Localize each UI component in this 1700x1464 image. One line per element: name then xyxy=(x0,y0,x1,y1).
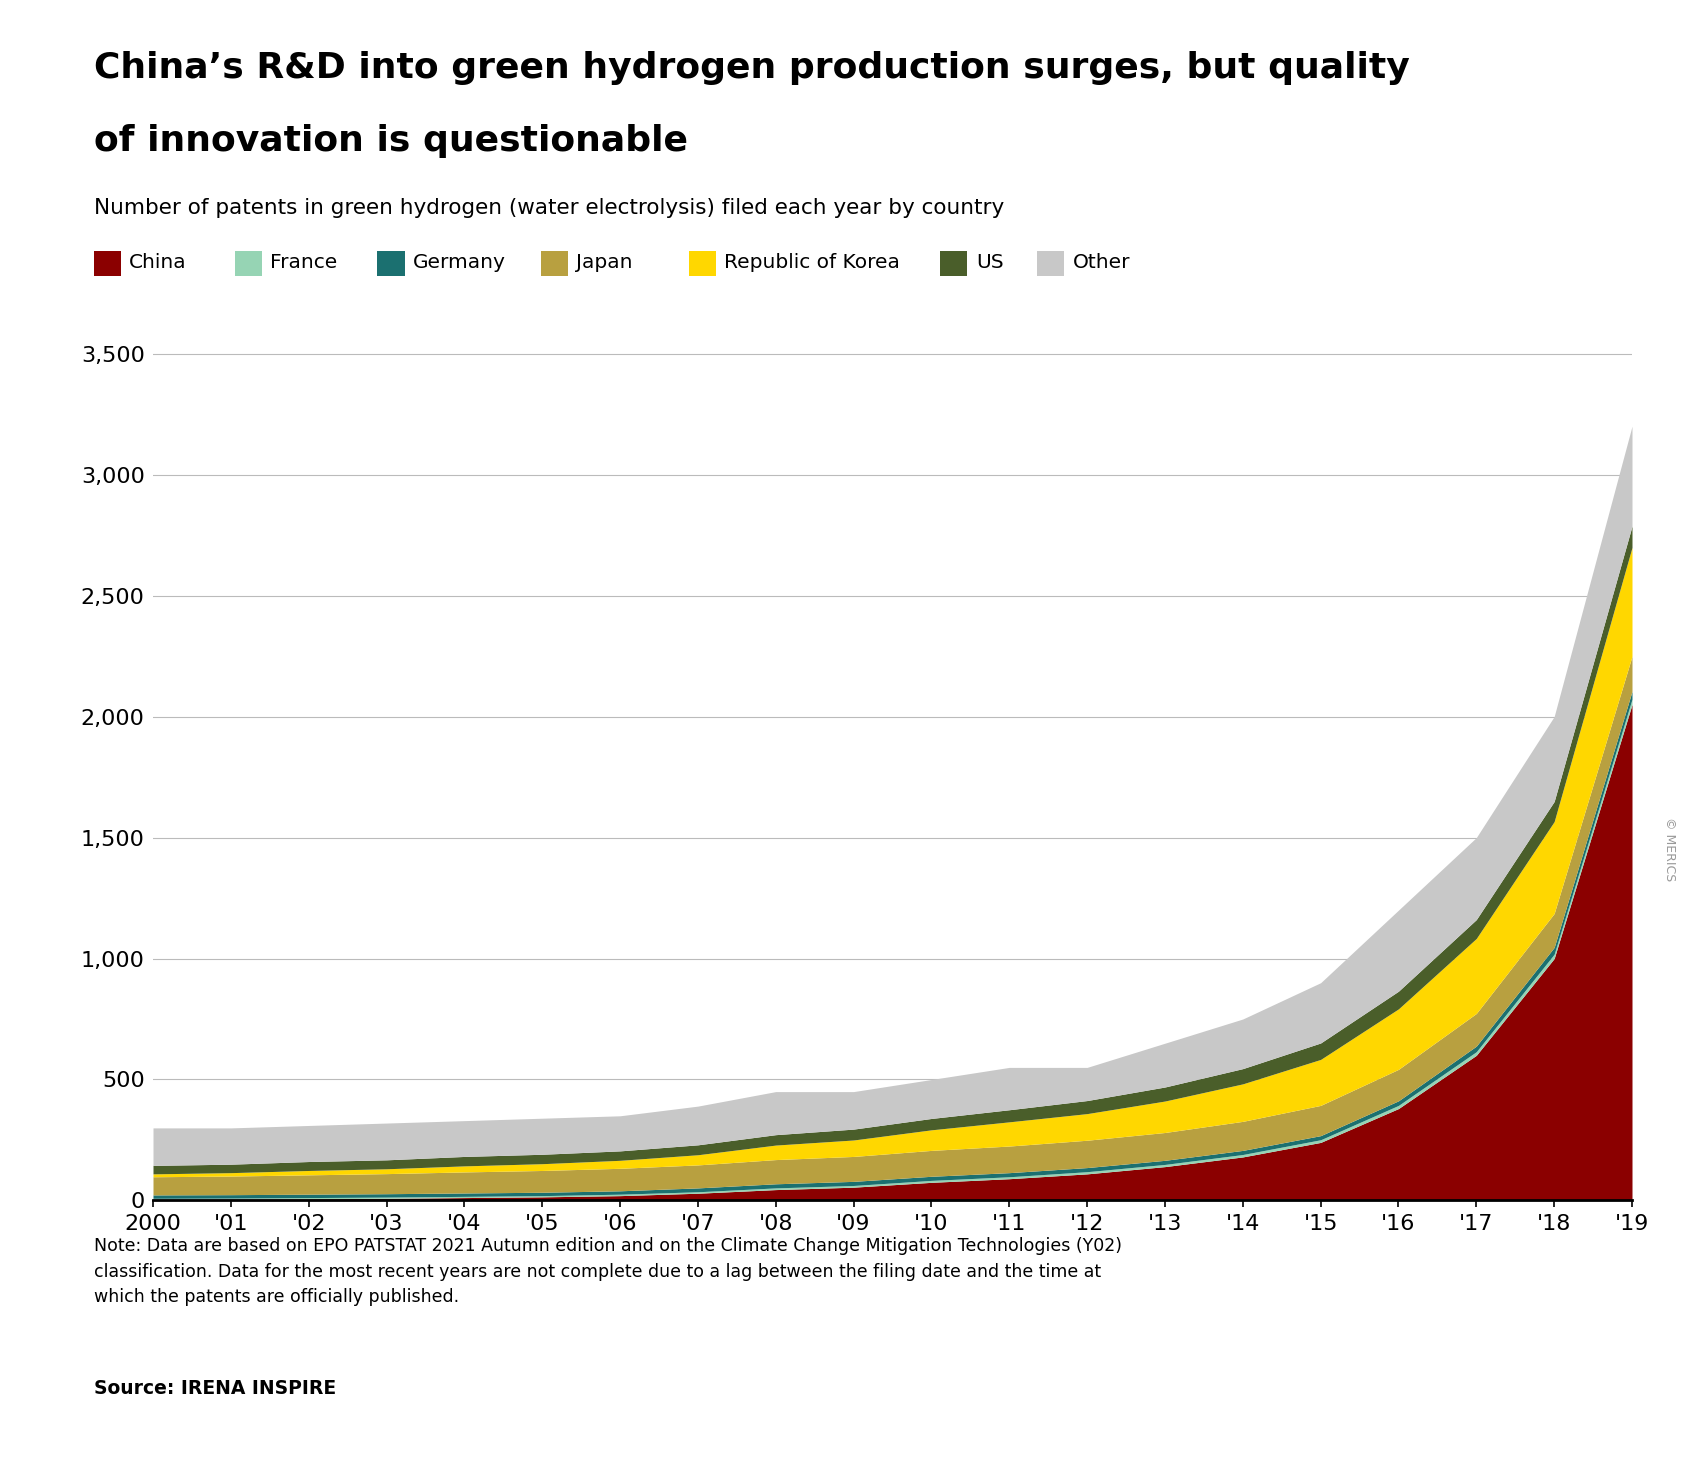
Text: Republic of Korea: Republic of Korea xyxy=(724,253,899,271)
Text: © MERICS: © MERICS xyxy=(1663,817,1676,881)
Text: Note: Data are based on EPO PATSTAT 2021 Autumn edition and on the Climate Chang: Note: Data are based on EPO PATSTAT 2021… xyxy=(94,1237,1122,1306)
Text: China: China xyxy=(129,253,187,271)
Text: US: US xyxy=(976,253,1003,271)
Text: France: France xyxy=(270,253,338,271)
Text: Number of patents in green hydrogen (water electrolysis) filed each year by coun: Number of patents in green hydrogen (wat… xyxy=(94,198,1003,218)
Text: Japan: Japan xyxy=(576,253,632,271)
Text: Source: IRENA INSPIRE: Source: IRENA INSPIRE xyxy=(94,1379,335,1398)
Text: of innovation is questionable: of innovation is questionable xyxy=(94,124,687,158)
Text: Other: Other xyxy=(1073,253,1130,271)
Text: Germany: Germany xyxy=(413,253,507,271)
Text: China’s R&D into green hydrogen production surges, but quality: China’s R&D into green hydrogen producti… xyxy=(94,51,1409,85)
